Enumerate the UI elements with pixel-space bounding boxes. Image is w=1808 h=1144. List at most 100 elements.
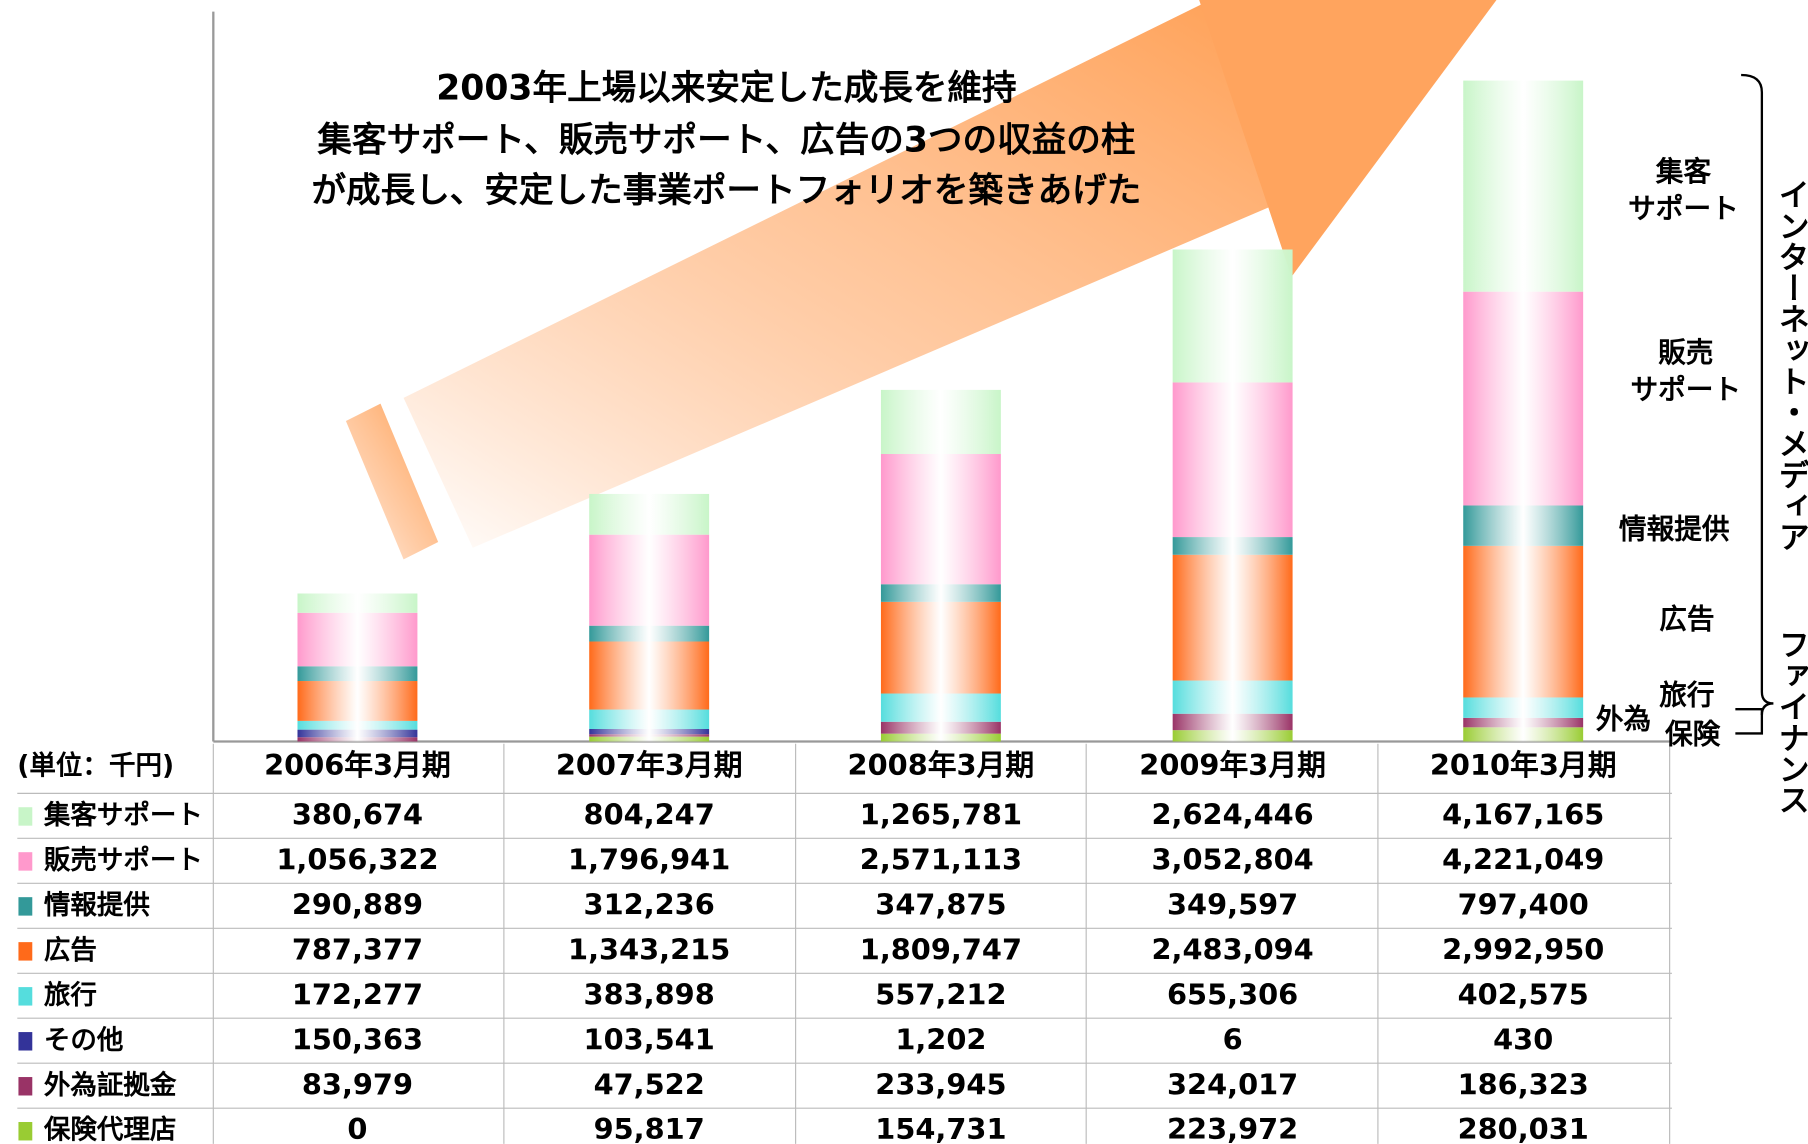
table-cell: 290,889 bbox=[292, 887, 423, 921]
bar-segment bbox=[297, 737, 417, 741]
bar-segment bbox=[589, 535, 709, 626]
bar-segment bbox=[881, 694, 1001, 722]
segment-label: 旅行 bbox=[1659, 679, 1714, 712]
table-cell: 1,343,215 bbox=[568, 932, 730, 966]
bar-segment bbox=[589, 494, 709, 535]
table-cell: 233,945 bbox=[875, 1067, 1006, 1101]
bar-segment bbox=[1173, 714, 1293, 730]
legend-swatch bbox=[18, 1077, 32, 1095]
table-cell: 655,306 bbox=[1167, 977, 1298, 1011]
column-header: 2009年3月期 bbox=[1139, 748, 1326, 782]
group-label: インターネット・メディア bbox=[1773, 179, 1808, 553]
table-cell: 1,265,781 bbox=[860, 797, 1022, 831]
row-header: 保険代理店 bbox=[43, 1115, 177, 1144]
table-cell: 95,817 bbox=[594, 1112, 705, 1144]
table-cell: 154,731 bbox=[875, 1112, 1006, 1144]
bar-segment bbox=[1463, 727, 1583, 741]
table-cell: 4,167,165 bbox=[1442, 797, 1604, 831]
table-cell: 2,571,113 bbox=[860, 842, 1022, 876]
bar-segment bbox=[881, 722, 1001, 734]
table-cell: 1,809,747 bbox=[860, 932, 1022, 966]
row-header: その他 bbox=[44, 1025, 124, 1056]
bar-segment bbox=[297, 681, 417, 721]
bar-segment bbox=[1173, 681, 1293, 714]
row-header: 情報提供 bbox=[44, 890, 150, 921]
chart: 2003年上場以来安定した成長を維持 集客サポート、販売サポート、広告の3つの収… bbox=[0, 0, 1808, 1144]
bar-segment bbox=[589, 737, 709, 742]
legend-swatch bbox=[18, 897, 32, 915]
bar-segment bbox=[1463, 718, 1583, 727]
bar-segment bbox=[881, 454, 1001, 584]
bar-segment bbox=[297, 721, 417, 730]
bracket bbox=[1735, 709, 1762, 733]
column-header: 2006年3月期 bbox=[264, 748, 451, 782]
legend-swatch bbox=[18, 807, 32, 825]
bracket bbox=[1741, 75, 1773, 715]
table-cell: 1,202 bbox=[895, 1022, 986, 1056]
bar-segment bbox=[1173, 537, 1293, 555]
table-cell: 347,875 bbox=[875, 887, 1006, 921]
bar-segment bbox=[881, 390, 1001, 454]
table-cell: 1,056,322 bbox=[276, 842, 438, 876]
bar-segment bbox=[589, 626, 709, 642]
table-cell: 1,796,941 bbox=[568, 842, 730, 876]
bar-segment bbox=[297, 666, 417, 681]
bar-segment bbox=[297, 593, 417, 612]
table-cell: 150,363 bbox=[292, 1022, 423, 1056]
table-cell: 383,898 bbox=[584, 977, 715, 1011]
table-cell: 280,031 bbox=[1458, 1112, 1589, 1144]
bar-segment bbox=[589, 710, 709, 729]
table-cell: 83,979 bbox=[302, 1067, 413, 1101]
table-cell: 103,541 bbox=[584, 1022, 715, 1056]
table-cell: 47,522 bbox=[594, 1067, 705, 1101]
unit-label: (単位：千円) bbox=[17, 750, 174, 781]
legend-swatch bbox=[18, 1122, 32, 1140]
segment-label: 集客 bbox=[1655, 155, 1712, 188]
segment-label: 広告 bbox=[1659, 602, 1714, 635]
table-cell: 172,277 bbox=[292, 977, 423, 1011]
table-cell: 312,236 bbox=[584, 887, 715, 921]
column-header: 2008年3月期 bbox=[848, 748, 1035, 782]
annotation: が成長し、安定した事業ポートフォリオを築きあげた bbox=[311, 171, 1141, 211]
row-header: 販売サポート bbox=[44, 845, 203, 876]
table-cell: 557,212 bbox=[875, 977, 1006, 1011]
row-header: 集客サポート bbox=[43, 800, 203, 831]
table-cell: 430 bbox=[1493, 1022, 1553, 1056]
bar-segment bbox=[1173, 730, 1293, 741]
bar-segment bbox=[1173, 555, 1293, 681]
column-header: 2010年3月期 bbox=[1430, 748, 1617, 782]
legend-swatch bbox=[18, 942, 32, 960]
table-cell: 797,400 bbox=[1458, 887, 1589, 921]
table-cell: 2,624,446 bbox=[1152, 797, 1314, 831]
group-label: ファイナンス bbox=[1773, 629, 1808, 816]
table-cell: 324,017 bbox=[1167, 1067, 1298, 1101]
row-header: 広告 bbox=[44, 935, 97, 966]
annotation: 集客サポート、販売サポート、広告の3つの収益の柱 bbox=[316, 120, 1135, 160]
annotation: 2003年上場以来安定した成長を維持 bbox=[436, 69, 1016, 109]
table-cell: 3,052,804 bbox=[1152, 842, 1314, 876]
bar-segment bbox=[1463, 505, 1583, 545]
segment-label: 情報提供 bbox=[1619, 512, 1730, 545]
table-cell: 186,323 bbox=[1458, 1067, 1589, 1101]
legend-swatch bbox=[18, 852, 32, 870]
bar-segment bbox=[1463, 546, 1583, 698]
legend-swatch bbox=[18, 1032, 32, 1050]
table-cell: 804,247 bbox=[584, 797, 715, 831]
table-cell: 380,674 bbox=[292, 797, 423, 831]
column-header: 2007年3月期 bbox=[556, 748, 743, 782]
table-cell: 787,377 bbox=[292, 932, 423, 966]
bar-segment bbox=[297, 613, 417, 667]
segment-label: 販売 bbox=[1658, 336, 1713, 369]
bar-segment bbox=[1463, 81, 1583, 292]
table-cell: 6 bbox=[1223, 1022, 1243, 1056]
table-cell: 4,221,049 bbox=[1442, 842, 1604, 876]
bar-segment bbox=[881, 584, 1001, 602]
segment-label: 保険 bbox=[1664, 718, 1721, 751]
bar-segment bbox=[1463, 697, 1583, 717]
bar-segment bbox=[589, 734, 709, 736]
row-header: 外為証拠金 bbox=[44, 1070, 177, 1101]
bar-segment bbox=[589, 729, 709, 734]
segment-label: 外為 bbox=[1596, 703, 1651, 736]
table-cell: 402,575 bbox=[1458, 977, 1589, 1011]
bar-segment bbox=[589, 642, 709, 710]
